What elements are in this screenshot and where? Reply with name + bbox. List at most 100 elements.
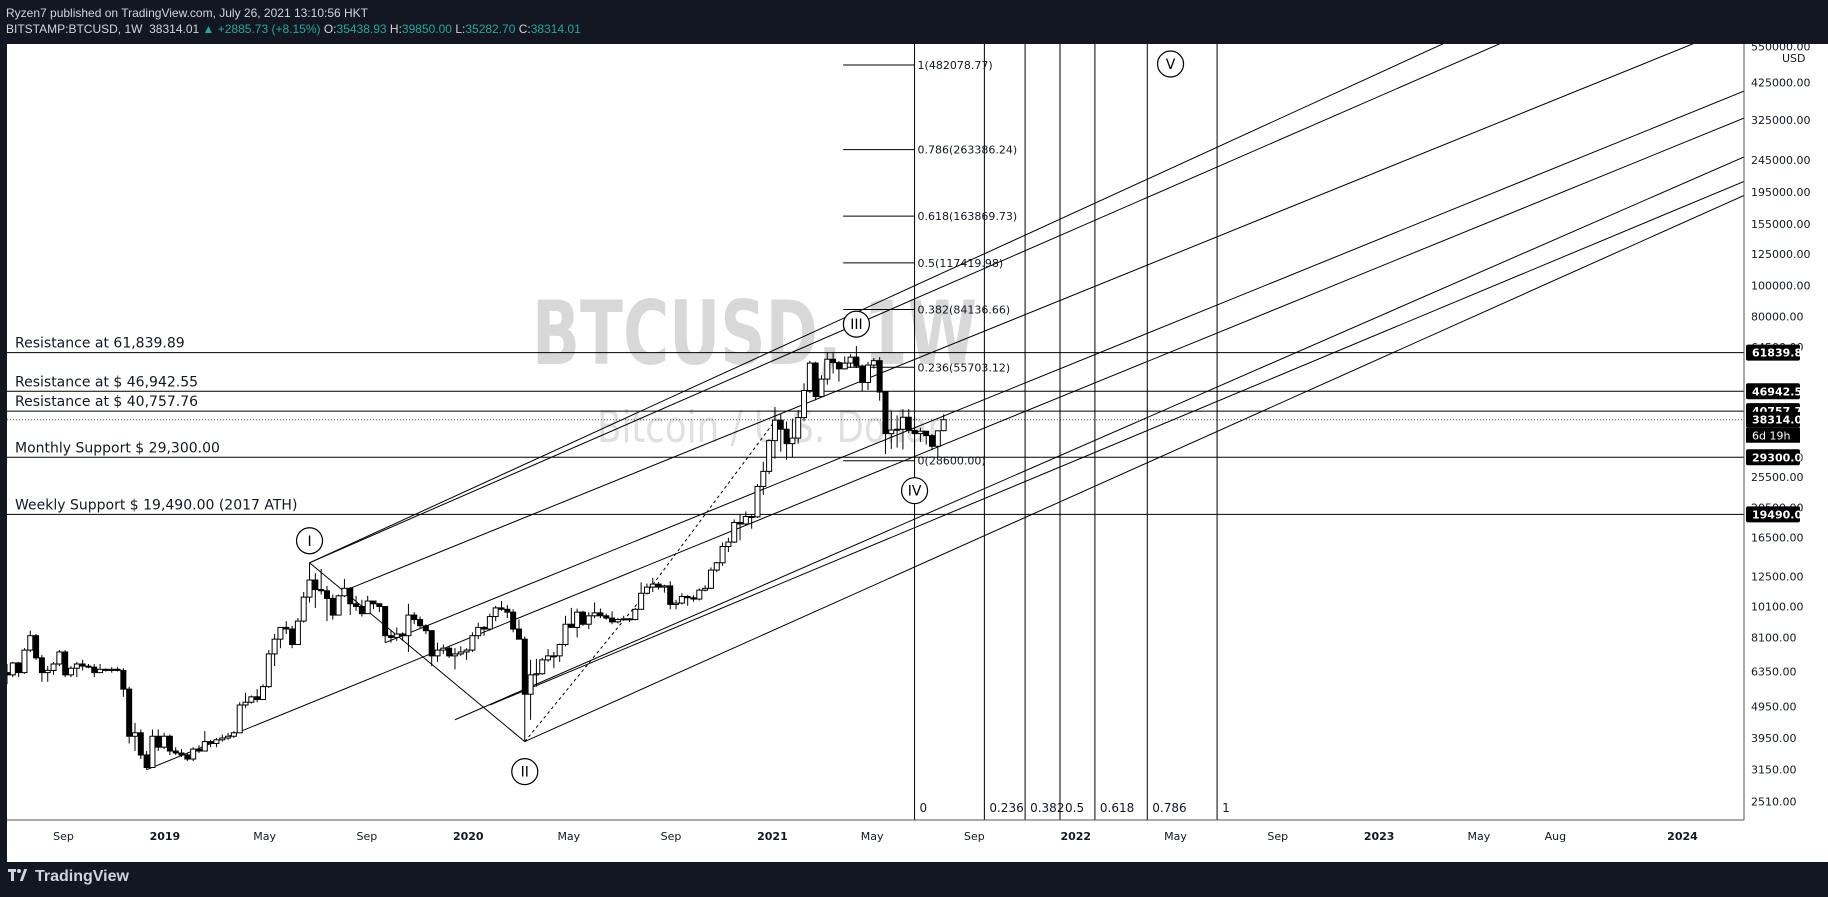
candle-body	[673, 602, 680, 605]
candle-body	[370, 600, 377, 605]
wave-label: II	[521, 765, 529, 781]
candle-body	[638, 592, 645, 610]
candle-body	[225, 735, 232, 739]
candle-body	[667, 585, 674, 605]
candle-body	[486, 616, 493, 630]
y-tick-label: 425000.00	[1751, 77, 1811, 90]
price-label-box	[1746, 344, 1800, 361]
tradingview-logo-icon	[8, 869, 30, 881]
candle-body	[713, 562, 720, 571]
high-label: H:	[389, 22, 402, 36]
candle-body	[254, 696, 261, 700]
y-tick-label: 100000.00	[1751, 279, 1811, 292]
x-tick-label: 2021	[757, 830, 788, 843]
y-tick-label: 125000.00	[1751, 248, 1811, 261]
chart-area[interactable]: BTCUSD, 1W Bitcoin / U.S. Dollar Resistanc…	[7, 44, 1828, 862]
candle-body	[731, 521, 738, 543]
candle-body	[21, 649, 28, 674]
candle-body	[15, 662, 22, 674]
fib-ext-label: 0.382(84136.66)	[918, 304, 1011, 317]
candle-body	[230, 732, 237, 737]
wave-marker	[295, 527, 324, 555]
high-value: 39850.00	[401, 22, 452, 36]
candle-body	[184, 754, 191, 760]
candle-body	[376, 603, 383, 607]
candle-body	[97, 668, 104, 674]
candle-body	[353, 603, 360, 607]
last-price: 38314.01	[149, 22, 200, 36]
candle-body	[632, 608, 639, 621]
x-tick-label: 2020	[453, 830, 484, 843]
candle-body	[108, 668, 115, 671]
trend-line	[384, 90, 1744, 644]
x-tick-label: 2022	[1060, 830, 1091, 843]
y-tick-label: 8100.00	[1751, 631, 1797, 644]
x-tick-label: Sep	[1267, 830, 1288, 843]
price-label-text: 38314.01	[1752, 414, 1810, 427]
low-label: L:	[455, 22, 466, 36]
candle-body	[358, 605, 365, 615]
price-label-box	[1746, 411, 1800, 428]
candle-body	[323, 590, 330, 599]
candle-body	[614, 619, 621, 623]
y-tick-label: 16500.00	[1751, 532, 1804, 545]
candle-body	[329, 597, 336, 616]
candle-body	[190, 748, 197, 760]
trend-line	[454, 156, 1744, 721]
trend-line	[489, 180, 1744, 706]
x-tick-label: May	[1468, 830, 1491, 843]
candle-body	[917, 430, 924, 435]
candle-body	[213, 739, 220, 744]
candle-body	[876, 360, 883, 393]
close-value: 38314.01	[530, 22, 581, 36]
trend-line	[309, 44, 1501, 564]
close-label: C:	[518, 22, 531, 36]
candle-body	[341, 587, 348, 597]
price-label-box	[1746, 383, 1800, 400]
candle-body	[806, 362, 813, 392]
fib-ext-label: 0.618(163869.73)	[918, 210, 1018, 223]
candle-body	[661, 585, 668, 588]
candle-body	[824, 358, 831, 380]
candle-body	[306, 579, 313, 598]
y-tick-label: 6350.00	[1751, 666, 1797, 679]
x-tick-label: 2023	[1364, 830, 1395, 843]
tradingview-logo[interactable]: TradingView	[8, 868, 129, 886]
candle-body	[79, 663, 86, 667]
price-label-text: 19490.00	[1752, 508, 1810, 521]
level-label: Monthly Support $ 29,300.00	[15, 440, 220, 456]
candle-body	[283, 626, 290, 630]
y-tick-label: 4950.00	[1751, 700, 1797, 713]
candle-body	[62, 651, 69, 676]
candle-body	[248, 696, 255, 703]
candle-body	[574, 611, 581, 628]
price-label-text: 61839.89	[1752, 347, 1810, 360]
candle-body	[434, 649, 441, 657]
y-tick-label: 195000.00	[1751, 186, 1811, 199]
candle-body	[748, 516, 755, 519]
candle-body	[766, 440, 773, 472]
candle-body	[143, 754, 150, 769]
candle-body	[393, 633, 400, 638]
x-tick-label: May	[861, 830, 884, 843]
x-tick-label: Sep	[964, 830, 985, 843]
tradingview-brand-text: TradingView	[35, 868, 129, 885]
fib-time-label: 0.5	[1065, 801, 1084, 815]
candle-body	[737, 521, 744, 525]
candle-body	[446, 647, 453, 657]
candle-body	[591, 612, 598, 617]
price-label-box	[1746, 449, 1800, 466]
candle-body	[707, 569, 714, 589]
candle-body	[440, 647, 447, 651]
currency-label: USD	[1782, 52, 1806, 65]
candle-body	[498, 607, 505, 610]
price-label-box	[1746, 506, 1800, 523]
wave-marker	[511, 758, 539, 786]
candle-body	[865, 364, 872, 383]
y-tick-label: 3950.00	[1751, 732, 1797, 745]
candle-body	[771, 419, 778, 442]
candle-body	[318, 589, 325, 592]
wave-label: IV	[908, 484, 922, 500]
